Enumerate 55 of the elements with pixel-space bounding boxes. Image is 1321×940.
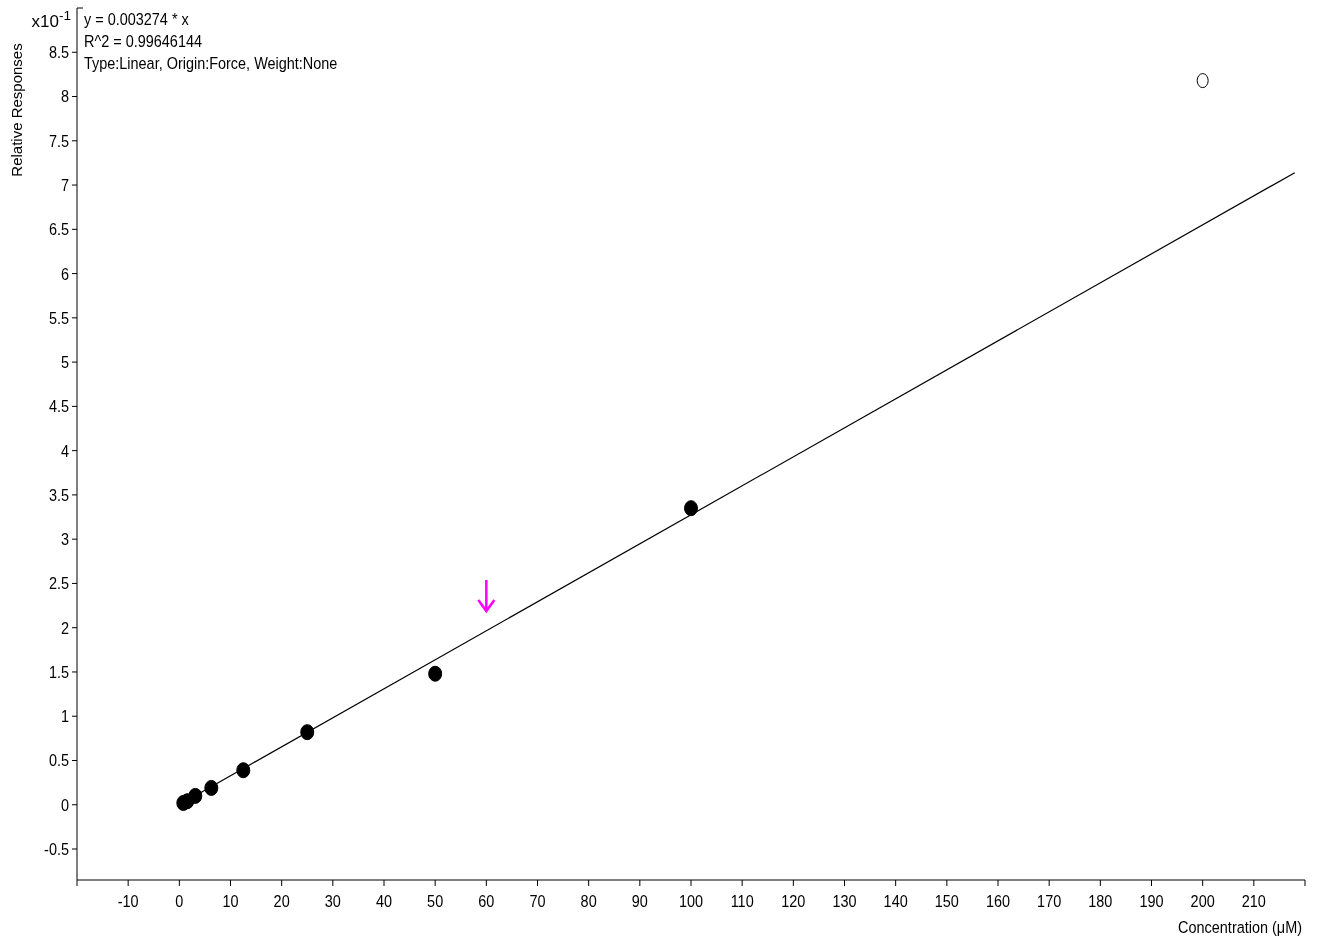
y-tick-label: 0.5 (48, 751, 70, 770)
annotation: R^2 = 0.99646144 (84, 31, 203, 51)
x-tick-label: 100 (678, 891, 704, 911)
point (684, 500, 698, 517)
x-tick-label: 60 (478, 891, 495, 911)
y-tick-label: 7.5 (48, 131, 70, 150)
y-tick-label: 3 (60, 530, 70, 549)
point (1196, 73, 1209, 89)
point (188, 787, 203, 804)
y-tick-label: 3.5 (48, 485, 70, 505)
annotation: y = 0.003274 * x (84, 9, 189, 29)
point (204, 779, 219, 796)
point (428, 665, 443, 682)
x-tick-label: 10 (222, 891, 239, 911)
y-tick-label: 5 (60, 352, 70, 372)
x-tick-label: 150 (934, 891, 960, 911)
x-tick-label: 180 (1088, 891, 1113, 911)
annotation: Type:Linear, Origin:Force, Weight:None (84, 53, 338, 73)
y-tick-label: 7 (60, 175, 69, 195)
x-tick-label: 120 (781, 891, 806, 911)
y-tick-label: -0.5 (44, 839, 70, 859)
x-tick-label: 40 (375, 891, 393, 911)
x-tick-label: 80 (580, 891, 597, 911)
x-tick-label: 30 (324, 891, 342, 911)
y-tick-label: 4.5 (48, 397, 70, 416)
x-tick-label: 130 (832, 891, 857, 911)
x-tick-label: 50 (427, 891, 444, 911)
y-tick-label: 8.5 (48, 43, 70, 62)
point (236, 762, 251, 779)
text: x10$^{-1}$ (31, 7, 71, 31)
y-tick-label: 8 (60, 87, 70, 106)
x-tick-label: 160 (985, 891, 1011, 911)
x-tick-label: 90 (631, 891, 649, 911)
x-tick-label: 190 (1139, 891, 1164, 911)
y-tick-label: 2.5 (48, 574, 70, 593)
x-tick-label: 210 (1241, 891, 1267, 911)
x-tick-label: 0 (175, 891, 184, 911)
y-tick-label: 6 (60, 264, 70, 283)
x-axis-title: Concentration (μM) (1178, 917, 1302, 937)
point (300, 724, 315, 741)
x-tick-label: 20 (273, 891, 290, 911)
y-tick-label: 5.5 (48, 308, 70, 328)
x-tick-label: 110 (730, 891, 754, 911)
x-tick-label: 70 (529, 891, 546, 911)
y-tick-label: 2 (60, 618, 69, 637)
y-tick-label: 4 (60, 441, 70, 460)
y-tick-label: 1 (60, 707, 69, 726)
x-tick-label: 140 (883, 891, 908, 911)
y-axis-title: Relative Responses (8, 43, 25, 177)
y-tick-label: 1.5 (48, 662, 70, 682)
y-tick-label: 0 (60, 795, 70, 814)
y-tick-label: 6.5 (48, 220, 70, 239)
x-tick-label: -10 (117, 891, 139, 911)
x-tick-label: 170 (1037, 891, 1062, 911)
x-tick-label: 200 (1190, 891, 1215, 911)
